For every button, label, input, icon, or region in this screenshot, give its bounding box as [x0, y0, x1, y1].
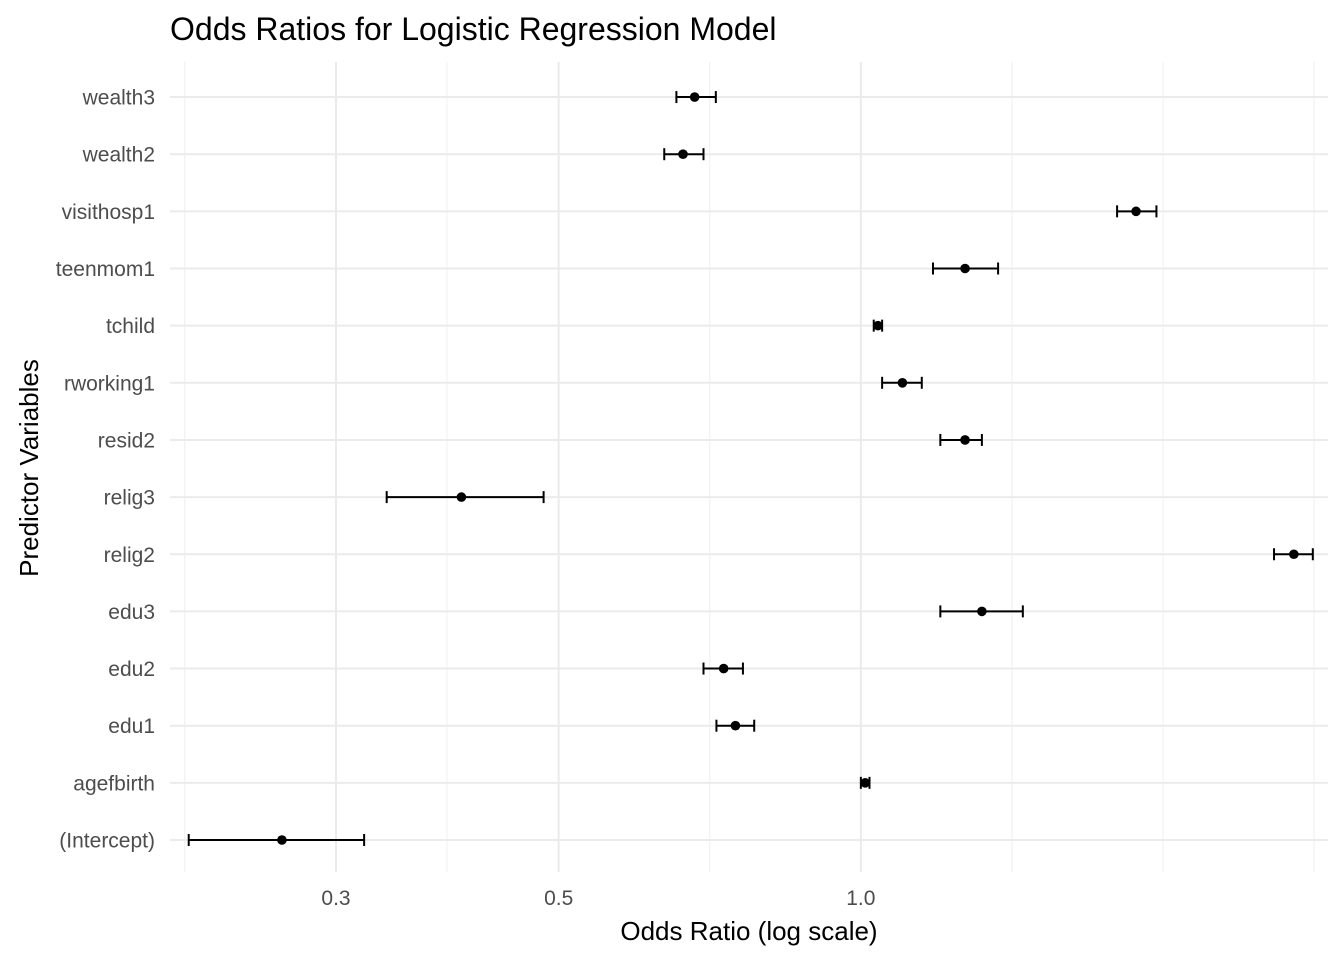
- y-tick-label: tchild: [106, 315, 155, 338]
- x-tick-label: 0.3: [321, 887, 350, 910]
- estimate-point: [960, 263, 970, 274]
- y-tick-label: relig3: [104, 487, 155, 510]
- estimate-point: [689, 92, 700, 102]
- y-tick-label: relig2: [104, 544, 155, 567]
- y-tick-label: wealth2: [82, 144, 155, 167]
- y-tick-label: wealth3: [82, 87, 155, 110]
- y-tick-label: (Intercept): [59, 830, 155, 853]
- y-tick-label: edu2: [108, 658, 155, 681]
- y-tick-label: rworking1: [64, 372, 155, 395]
- estimate-point: [1131, 206, 1141, 217]
- estimate-point: [1289, 549, 1299, 560]
- estimate-point: [730, 720, 741, 731]
- estimate-point: [277, 835, 287, 845]
- estimate-point: [678, 149, 688, 159]
- y-axis-title: Predictor Variables: [14, 359, 44, 577]
- y-tick-label: visithosp1: [62, 201, 155, 224]
- grid-layer: [170, 62, 1328, 872]
- x-tick-labels: 0.3 0.5 1.0: [321, 887, 875, 910]
- y-tick-label: agefbirth: [73, 772, 155, 795]
- y-tick-label: resid2: [98, 429, 155, 452]
- x-axis-title: Odds Ratio (log scale): [620, 916, 877, 946]
- estimate-point: [960, 435, 970, 445]
- x-tick-label: 0.5: [544, 887, 573, 910]
- estimate-point: [977, 606, 987, 617]
- y-tick-label: edu1: [108, 715, 155, 738]
- estimate-point: [860, 778, 870, 788]
- y-tick-label: edu3: [108, 601, 155, 624]
- chart-title: Odds Ratios for Logistic Regression Mode…: [170, 11, 777, 47]
- y-tick-labels: (Intercept) agefbirth edu1 edu2 edu3 relig2 re…: [56, 87, 155, 853]
- estimate-point: [897, 378, 908, 388]
- x-tick-label: 1.0: [846, 887, 875, 910]
- estimate-point: [873, 320, 883, 331]
- y-tick-label: teenmom1: [56, 258, 155, 281]
- estimate-point: [718, 663, 729, 674]
- estimate-point: [456, 492, 467, 502]
- data-marks: [187, 91, 1314, 846]
